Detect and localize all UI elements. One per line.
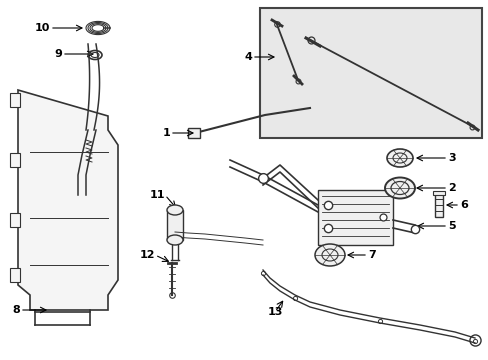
Bar (10, 268, 20, 282)
Bar (432, 191, 444, 195)
Text: 2: 2 (447, 183, 455, 193)
Bar (10, 153, 20, 167)
Ellipse shape (167, 205, 183, 215)
Text: 10: 10 (35, 23, 50, 33)
Bar (434, 193, 442, 217)
Text: 8: 8 (12, 305, 20, 315)
Bar (10, 93, 20, 107)
Bar (260, 8, 481, 138)
Text: 13: 13 (267, 307, 282, 317)
Text: 3: 3 (447, 153, 455, 163)
Text: 12: 12 (139, 250, 155, 260)
Text: 5: 5 (447, 221, 455, 231)
Ellipse shape (167, 235, 183, 245)
Text: 11: 11 (149, 190, 164, 200)
Text: 9: 9 (54, 49, 62, 59)
Polygon shape (18, 90, 118, 310)
Bar (317, 190, 392, 245)
Text: 1: 1 (162, 128, 170, 138)
Text: 7: 7 (367, 250, 375, 260)
Ellipse shape (314, 244, 345, 266)
Text: 6: 6 (459, 200, 467, 210)
Bar (10, 213, 20, 227)
Bar (167, 210, 183, 240)
Ellipse shape (384, 177, 414, 198)
Bar (187, 128, 200, 138)
Ellipse shape (386, 149, 412, 167)
Text: 4: 4 (244, 52, 251, 62)
